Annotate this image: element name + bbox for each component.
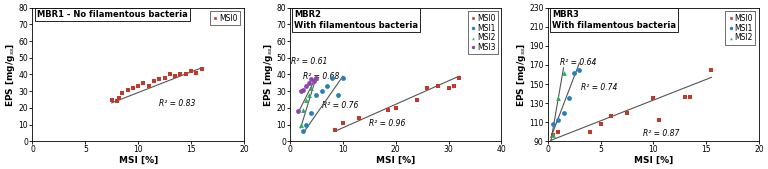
Legend: MSI0, MSI1, MSI2, MSI3: MSI0, MSI1, MSI2, MSI3 [468, 11, 498, 54]
Point [310, 93, 323, 96]
Point [411, 98, 423, 101]
Point [558, 71, 570, 74]
Point [432, 85, 444, 88]
Point [303, 81, 315, 84]
Point [552, 97, 564, 100]
Point [558, 111, 570, 114]
Text: R² = 0.83: R² = 0.83 [159, 99, 196, 108]
Point [292, 110, 304, 113]
X-axis label: MSI [%]: MSI [%] [634, 156, 673, 165]
Point [190, 71, 203, 74]
Point [552, 130, 564, 133]
Point [310, 76, 323, 79]
Point [148, 80, 161, 82]
Point [174, 73, 187, 76]
Point [105, 98, 118, 101]
Y-axis label: EPS [mg/g$_{ss}$]: EPS [mg/g$_{ss}$] [515, 42, 528, 107]
Point [336, 122, 349, 124]
Point [121, 88, 134, 91]
Text: MBR2
With filamentous bacteria: MBR2 With filamentous bacteria [294, 10, 419, 30]
Point [563, 97, 575, 100]
Point [195, 68, 207, 71]
Point [442, 87, 455, 89]
Text: R² = 0.61: R² = 0.61 [291, 57, 327, 66]
Point [321, 85, 333, 88]
Point [305, 112, 317, 114]
Text: R² = 0.76: R² = 0.76 [322, 101, 358, 110]
Point [326, 76, 339, 79]
Point [389, 106, 402, 109]
Point [422, 87, 434, 89]
Point [111, 100, 123, 103]
Point [573, 68, 585, 71]
Point [300, 85, 312, 88]
Point [547, 133, 559, 136]
Point [453, 76, 465, 79]
Text: R² = 0.74: R² = 0.74 [581, 83, 618, 92]
Point [169, 75, 181, 78]
X-axis label: MSI [%]: MSI [%] [118, 156, 157, 165]
Point [137, 81, 150, 84]
Point [297, 108, 310, 111]
Point [621, 111, 633, 114]
Point [305, 87, 317, 89]
Point [127, 87, 139, 89]
Point [647, 97, 660, 100]
Text: R² = 0.64: R² = 0.64 [561, 58, 597, 67]
Point [568, 71, 581, 74]
X-axis label: MSI [%]: MSI [%] [376, 156, 415, 165]
Point [164, 73, 176, 76]
Point [116, 91, 128, 94]
Text: R² = 0.87: R² = 0.87 [643, 129, 679, 138]
Y-axis label: EPS [mg/g$_{ss}$]: EPS [mg/g$_{ss}$] [4, 42, 17, 107]
Point [308, 80, 320, 82]
Point [679, 96, 691, 99]
Point [705, 68, 717, 71]
Point [332, 93, 344, 96]
Point [180, 73, 192, 76]
Point [584, 130, 596, 133]
Point [552, 119, 564, 122]
Point [653, 119, 665, 122]
Point [132, 85, 144, 88]
Point [316, 90, 328, 92]
Point [305, 78, 317, 81]
Point [448, 85, 460, 88]
Legend: MSI0: MSI0 [210, 11, 240, 25]
Point [605, 114, 617, 117]
Legend: MSI0, MSI1, MSI2: MSI0, MSI1, MSI2 [725, 11, 755, 45]
Text: MBR3
With filamentous bacteria: MBR3 With filamentous bacteria [552, 10, 676, 30]
Point [300, 123, 312, 126]
Point [684, 96, 697, 99]
Point [158, 76, 170, 79]
Point [113, 96, 125, 99]
Point [297, 130, 310, 133]
Point [594, 123, 607, 125]
Point [353, 117, 365, 119]
Point [329, 128, 341, 131]
Point [547, 123, 559, 125]
Text: MBR1 - No filamentous bacteria: MBR1 - No filamentous bacteria [37, 10, 187, 19]
Text: R² = 0.68: R² = 0.68 [303, 73, 339, 81]
Point [310, 76, 323, 79]
Point [294, 90, 306, 92]
Y-axis label: EPS [mg/g$_{ss}$]: EPS [mg/g$_{ss}$] [262, 42, 275, 107]
Text: R² = 0.96: R² = 0.96 [369, 119, 406, 128]
Point [185, 70, 197, 73]
Point [294, 123, 306, 126]
Point [382, 108, 394, 111]
Point [547, 133, 559, 136]
Point [303, 93, 315, 96]
Point [297, 88, 310, 91]
Point [153, 78, 165, 81]
Point [336, 76, 349, 79]
Point [143, 85, 155, 88]
Point [300, 98, 312, 101]
